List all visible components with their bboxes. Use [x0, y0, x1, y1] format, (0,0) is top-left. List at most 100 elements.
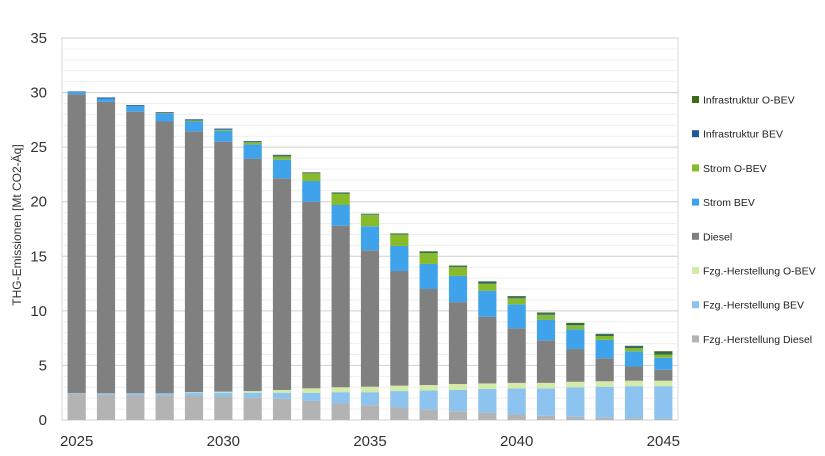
- bar-segment: [536, 382, 556, 389]
- bar-segment: [272, 392, 292, 399]
- bar-segment: [507, 304, 526, 329]
- bars: [67, 91, 673, 420]
- legend-label: Infrastruktur BEV: [703, 129, 783, 141]
- bar-segment: [96, 393, 116, 395]
- bar-segment: [624, 418, 644, 420]
- legend-label: Fzg.-Herstellung Diesel: [703, 334, 812, 346]
- bar-segment: [184, 392, 204, 393]
- bar-stack-2044: [624, 345, 644, 420]
- bar-segment: [214, 391, 233, 393]
- bar-segment: [184, 119, 204, 121]
- bar-segment: [448, 266, 468, 268]
- bar-segment: [507, 297, 526, 299]
- bar-stack-2025: [67, 91, 86, 420]
- bar-segment: [243, 392, 262, 398]
- bar-stack-2030: [214, 128, 233, 420]
- legend-item: Fzg.-Herstellung O-BEV: [692, 266, 816, 278]
- x-tick-label: 2040: [500, 433, 533, 450]
- bar-segment: [654, 418, 673, 420]
- bar-segment: [390, 245, 409, 272]
- bar-segment: [536, 415, 556, 420]
- legend-label: Fzg.-Herstellung O-BEV: [703, 266, 816, 278]
- bar-segment: [360, 214, 380, 215]
- bar-segment: [67, 92, 86, 95]
- bar-segment: [390, 234, 409, 246]
- bar-segment: [478, 412, 497, 420]
- legend-swatch: [692, 335, 699, 343]
- bar-segment: [478, 282, 497, 284]
- bar-segment: [331, 225, 350, 388]
- bar-segment: [390, 271, 409, 386]
- bar-segment: [624, 346, 644, 348]
- y-tick-label: 10: [30, 303, 47, 320]
- bar-segment: [96, 97, 116, 99]
- bar-segment: [419, 289, 438, 386]
- bar-segment: [331, 392, 350, 404]
- x-tick-label: 2045: [647, 433, 680, 450]
- bar-segment: [536, 340, 556, 383]
- legend-swatch: [692, 96, 699, 103]
- bar-segment: [624, 380, 644, 387]
- bar-segment: [302, 388, 321, 393]
- bar-segment: [302, 173, 321, 181]
- bar-segment: [126, 106, 145, 112]
- bar-stack-2041: [536, 312, 556, 420]
- bar-segment: [419, 409, 438, 420]
- bar-segment: [536, 313, 556, 315]
- bar-segment: [566, 322, 585, 324]
- bar-segment: [624, 366, 644, 381]
- bar-segment: [624, 386, 644, 419]
- bar-segment: [96, 394, 116, 420]
- legend-label: Strom BEV: [703, 197, 755, 209]
- bar-segment: [507, 296, 526, 298]
- legend-swatch: [692, 130, 699, 138]
- bar-segment: [478, 388, 497, 413]
- bar-stack-2039: [478, 281, 497, 420]
- bar-segment: [595, 339, 614, 359]
- bar-segment: [595, 386, 614, 418]
- legend-label: Diesel: [703, 231, 732, 243]
- y-axis-label: THG-Emissionen [Mt CO2-Äq]: [10, 144, 24, 305]
- bar-segment: [360, 226, 380, 251]
- bar-segment: [478, 283, 497, 291]
- bar-segment: [214, 129, 233, 131]
- bar-segment: [67, 94, 86, 394]
- bar-segment: [419, 252, 438, 254]
- legend-item: Infrastruktur BEV: [692, 129, 783, 141]
- bar-segment: [243, 142, 262, 145]
- bar-segment: [243, 391, 262, 393]
- bar-segment: [214, 130, 233, 142]
- bar-segment: [419, 390, 438, 410]
- bar-segment: [272, 389, 292, 393]
- bar-segment: [96, 98, 116, 102]
- bar-segment: [654, 369, 673, 381]
- bar-segment: [272, 155, 292, 157]
- bar-segment: [126, 394, 145, 420]
- bar-segment: [331, 193, 350, 205]
- bar-segment: [302, 172, 321, 174]
- bar-segment: [243, 144, 262, 159]
- bar-segment: [331, 403, 350, 420]
- bar-segment: [595, 381, 614, 387]
- bar-stack-2038: [448, 265, 468, 420]
- bar-segment: [155, 113, 174, 122]
- bar-segment: [566, 323, 585, 326]
- bar-segment: [360, 405, 380, 420]
- bar-segment: [126, 105, 145, 107]
- legend-item: Fzg.-Herstellung Diesel: [692, 334, 812, 346]
- bar-segment: [536, 314, 556, 320]
- y-tick-label: 20: [30, 194, 47, 211]
- bar-segment: [96, 101, 116, 394]
- bar-segment: [566, 387, 585, 417]
- bar-segment: [566, 381, 585, 388]
- legend-item: Strom O-BEV: [692, 163, 767, 175]
- bar-segment: [448, 275, 468, 303]
- bar-segment: [536, 312, 556, 314]
- bar-segment: [566, 416, 585, 420]
- bar-segment: [390, 233, 409, 235]
- bar-segment: [272, 159, 292, 179]
- bar-segment: [566, 349, 585, 382]
- bar-segment: [155, 121, 174, 394]
- bar-stack-2035: [360, 213, 380, 420]
